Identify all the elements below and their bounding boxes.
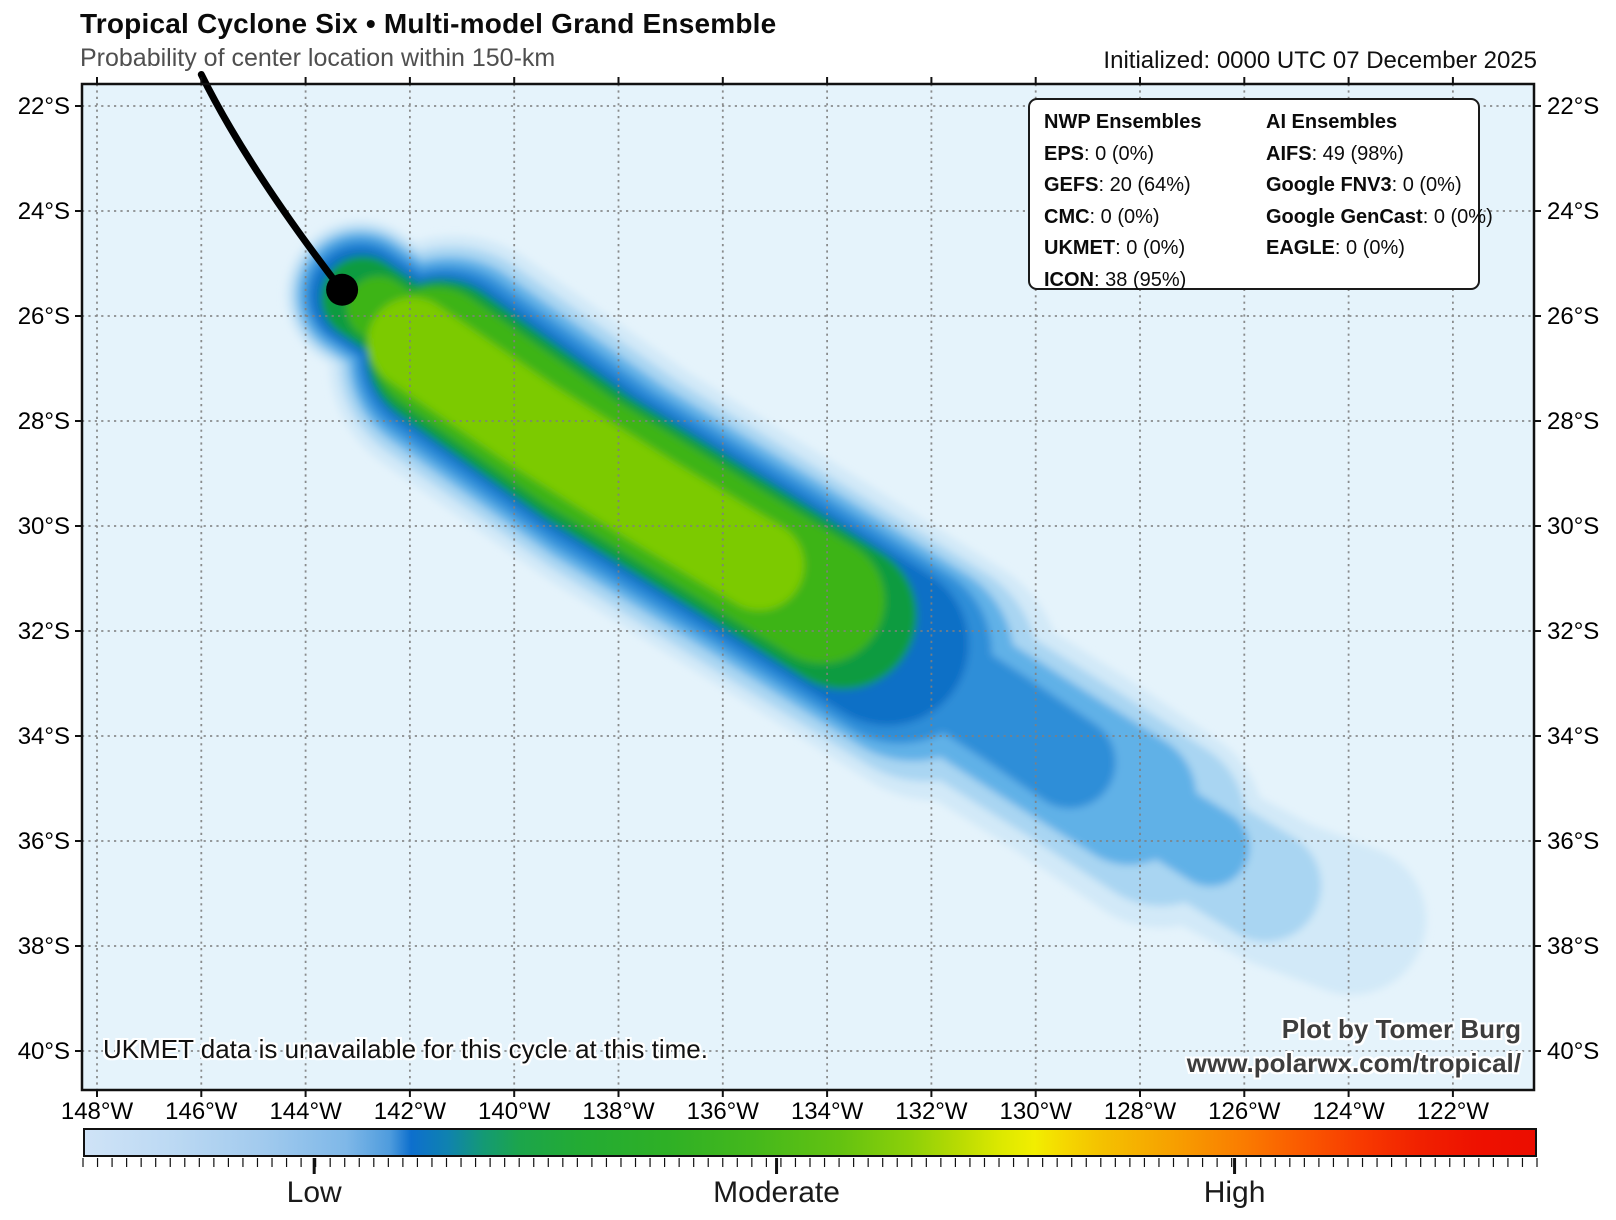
legend-item-aifs: AIFS: 49 (98%) — [1266, 142, 1404, 165]
lon-tick-label: 122°W — [1417, 1098, 1490, 1125]
legend-item-cmc: CMC: 0 (0%) — [1044, 205, 1160, 228]
colorbar-label-low: Low — [286, 1176, 342, 1209]
lat-tick-label-left: 22°S — [18, 93, 70, 120]
lat-tick-label-right: 32°S — [1547, 618, 1599, 645]
lat-tick-label-left: 28°S — [18, 408, 70, 435]
lon-tick-label: 136°W — [687, 1098, 760, 1125]
credit: Plot by Tomer Burg www.polarwx.com/tropi… — [1187, 1012, 1521, 1080]
colorbar-label-moderate: Moderate — [713, 1176, 840, 1209]
current-position-dot — [326, 273, 359, 306]
swath-layer — [367, 297, 805, 611]
lat-tick-label-right: 36°S — [1547, 828, 1599, 855]
lon-tick-label: 128°W — [1104, 1098, 1177, 1125]
lat-tick-label-left: 24°S — [18, 198, 70, 225]
swath-layer — [1119, 775, 1250, 887]
lat-tick-label-right: 22°S — [1547, 93, 1599, 120]
legend-item-eps: EPS: 0 (0%) — [1044, 142, 1155, 165]
track-line — [197, 71, 347, 296]
legend-item-gefs: GEFS: 20 (64%) — [1044, 174, 1191, 196]
lat-tick-label-left: 38°S — [18, 933, 70, 960]
legend-item-google-fnv3: Google FNV3: 0 (0%) — [1266, 174, 1462, 196]
colorbar — [83, 1128, 1537, 1157]
lat-tick-label-right: 24°S — [1547, 198, 1599, 225]
lat-tick-label-left: 34°S — [18, 723, 70, 750]
lat-tick-label-left: 36°S — [18, 828, 70, 855]
legend-item-ukmet: UKMET: 0 (0%) — [1044, 237, 1186, 259]
legend-column: AI Ensembles AIFS: 49 (98%) Google FNV3: 0… — [1266, 107, 1493, 265]
credit-url: www.polarwx.com/tropical/ — [1186, 1048, 1521, 1078]
init-timestamp: Initialized: 0000 UTC 07 December 2025 — [1103, 47, 1537, 74]
legend-item-eagle: EAGLE: 0 (0%) — [1266, 237, 1405, 259]
legend-item-icon: ICON: 38 (95%) — [1044, 268, 1187, 291]
lat-tick-label-left: 30°S — [18, 513, 70, 540]
lon-tick-label: 126°W — [1208, 1098, 1281, 1125]
colorbar-label-high: High — [1203, 1176, 1266, 1209]
lat-tick-label-left: 32°S — [18, 618, 70, 645]
legend-box: NWP Ensembles EPS: 0 (0%) GEFS: 20 (64%) CM… — [1028, 98, 1493, 291]
probability-swath — [285, 220, 1427, 995]
lon-tick-label: 132°W — [895, 1098, 968, 1125]
legend-column-title: NWP Ensembles — [1044, 111, 1202, 133]
lat-tick-label-left: 40°S — [18, 1038, 70, 1065]
legend-column-title: AI Ensembles — [1266, 111, 1398, 133]
lon-tick-label: 124°W — [1312, 1098, 1385, 1125]
lat-tick-label-right: 40°S — [1547, 1038, 1599, 1065]
plot-frame — [80, 82, 1536, 1092]
lon-tick-label: 134°W — [791, 1098, 864, 1125]
ukmet-note: UKMET data is unavailable for this cycle… — [103, 1034, 708, 1064]
lon-tick-label: 130°W — [1000, 1098, 1073, 1125]
lat-tick-label-left: 26°S — [18, 303, 70, 330]
axis-labels: 148°W 146°W 144°W 142°W 140°W 138°W 136°W 134°W… — [18, 93, 1600, 1125]
lon-tick-label: 138°W — [582, 1098, 655, 1125]
lat-tick-label-right: 34°S — [1547, 723, 1599, 750]
credit-author: Plot by Tomer Burg — [1281, 1014, 1521, 1044]
lon-tick-label: 144°W — [269, 1098, 342, 1125]
chart-subtitle: Probability of center location within 15… — [80, 44, 556, 72]
lat-tick-label-right: 26°S — [1547, 303, 1599, 330]
legend-column: NWP Ensembles EPS: 0 (0%) GEFS: 20 (64%) CM… — [1044, 107, 1201, 296]
legend-item-google-gencast: Google GenCast: 0 (0%) — [1266, 205, 1493, 228]
lat-tick-label-right: 30°S — [1547, 513, 1599, 540]
chart-title: Tropical Cyclone Six • Multi-model Grand… — [80, 8, 777, 39]
lon-tick-label: 142°W — [374, 1098, 447, 1125]
lon-tick-label: 146°W — [165, 1098, 238, 1125]
lon-tick-label: 148°W — [61, 1098, 134, 1125]
colorbar-ticks — [82, 1158, 1538, 1174]
lat-tick-label-right: 38°S — [1547, 933, 1599, 960]
lat-tick-label-right: 28°S — [1547, 408, 1599, 435]
lon-tick-label: 140°W — [478, 1098, 551, 1125]
axis-ticks — [75, 77, 1541, 1097]
